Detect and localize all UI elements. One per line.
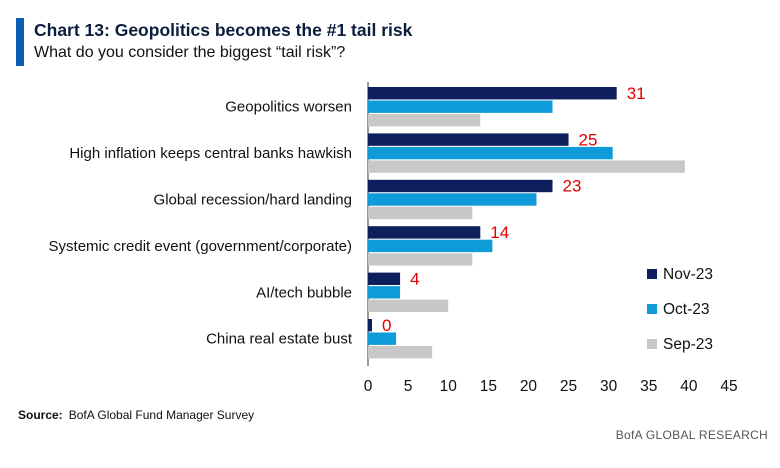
bar-nov-23 — [368, 87, 617, 100]
x-tick-label: 40 — [680, 378, 698, 395]
source-text: BofA Global Fund Manager Survey — [68, 408, 255, 422]
x-tick-label: 30 — [600, 378, 618, 395]
category-label: High inflation keeps central banks hawki… — [69, 145, 352, 162]
bar-oct-23 — [368, 146, 613, 160]
x-tick-label: 25 — [560, 378, 577, 395]
bar-oct-23 — [368, 100, 553, 113]
source-label: Source: — [18, 408, 63, 422]
x-tick-label: 10 — [440, 378, 458, 395]
data-label: 31 — [627, 84, 646, 103]
bar-sep-23 — [368, 114, 481, 127]
category-label: Systemic credit event (government/corpor… — [49, 238, 352, 255]
bar-oct-23 — [368, 193, 537, 206]
category-label: Global recession/hard landing — [154, 192, 352, 209]
bar-sep-23 — [368, 346, 433, 359]
bar-sep-23 — [368, 253, 473, 266]
legend-label: Sep-23 — [663, 336, 713, 353]
bar-sep-23 — [368, 299, 449, 312]
chart-subtitle: What do you consider the biggest “tail r… — [34, 44, 346, 61]
data-label: 25 — [579, 130, 598, 149]
legend-label: Nov-23 — [663, 266, 713, 283]
bar-sep-23 — [368, 206, 473, 220]
brand-footer: BofA GLOBAL RESEARCH — [615, 428, 768, 442]
legend-swatch — [647, 269, 657, 279]
bar-nov-23 — [368, 226, 481, 239]
data-label: 23 — [563, 177, 582, 196]
data-label: 14 — [490, 223, 509, 242]
bar-nov-23 — [368, 319, 373, 332]
category-label: China real estate bust — [206, 331, 353, 348]
x-tick-label: 0 — [364, 378, 373, 395]
bar-sep-23 — [368, 160, 685, 173]
title-accent-bar — [16, 18, 24, 66]
x-tick-label: 5 — [404, 378, 413, 395]
legend-swatch — [647, 304, 657, 314]
data-label: 0 — [382, 316, 391, 335]
source-note: Source: BofA Global Fund Manager Survey — [18, 408, 254, 422]
bar-nov-23 — [368, 272, 401, 285]
x-tick-label: 20 — [520, 378, 538, 395]
bar-nov-23 — [368, 179, 553, 193]
data-label: 4 — [410, 270, 419, 289]
chart-title: Chart 13: Geopolitics becomes the #1 tai… — [34, 20, 413, 40]
bar-oct-23 — [368, 239, 493, 253]
bar-oct-23 — [368, 332, 397, 345]
category-label: AI/tech bubble — [256, 284, 352, 301]
x-tick-label: 35 — [640, 378, 657, 395]
x-tick-label: 45 — [720, 378, 737, 395]
legend-swatch — [647, 339, 657, 349]
x-tick-label: 15 — [480, 378, 497, 395]
category-label: Geopolitics worsen — [225, 99, 352, 116]
legend-label: Oct-23 — [663, 301, 710, 318]
bar-oct-23 — [368, 286, 401, 299]
bar-nov-23 — [368, 133, 569, 146]
